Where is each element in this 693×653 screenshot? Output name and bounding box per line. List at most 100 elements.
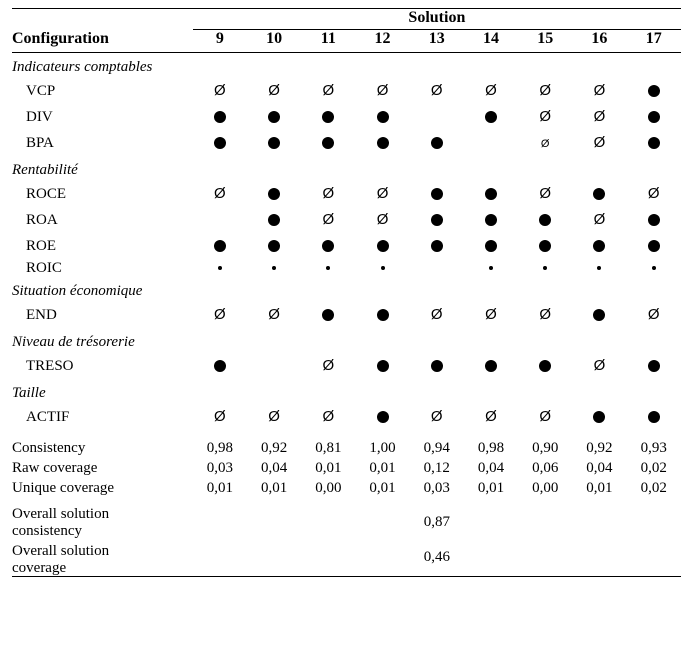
stat-value: 0,81 — [301, 430, 355, 458]
symbol-cell: Ø — [518, 181, 572, 207]
stat-value: 0,03 — [193, 458, 247, 478]
symbol-cell: Ø — [572, 104, 626, 130]
row-label: END — [12, 302, 193, 328]
stat-value: 0,98 — [193, 430, 247, 458]
symbol-cell: Ø — [410, 302, 464, 328]
symbol-cell — [410, 233, 464, 259]
row-label: BPA — [12, 130, 193, 156]
row-label: ROE — [12, 233, 193, 259]
overall-value: 0,87 — [193, 498, 681, 539]
header-solution-16: 16 — [572, 30, 626, 53]
row-label: TRESO — [12, 353, 193, 379]
symbol-cell — [193, 104, 247, 130]
symbol-cell — [464, 130, 518, 156]
overall-value: 0,46 — [193, 539, 681, 577]
row-label: VCP — [12, 78, 193, 104]
symbol-cell: Ø — [627, 181, 681, 207]
row-label: DIV — [12, 104, 193, 130]
symbol-cell — [572, 302, 626, 328]
symbol-cell: Ø — [410, 78, 464, 104]
symbol-cell — [627, 259, 681, 277]
stat-value: 0,00 — [301, 478, 355, 498]
symbol-cell — [410, 130, 464, 156]
header-solution-12: 12 — [355, 30, 409, 53]
stat-value: 1,00 — [355, 430, 409, 458]
stat-value: 0,04 — [572, 458, 626, 478]
stat-value: 0,04 — [464, 458, 518, 478]
symbol-cell — [301, 130, 355, 156]
symbol-cell: Ø — [193, 181, 247, 207]
symbol-cell — [247, 181, 301, 207]
stat-label: Unique coverage — [12, 478, 193, 498]
symbol-cell — [193, 259, 247, 277]
symbol-cell — [627, 207, 681, 233]
symbol-cell — [355, 353, 409, 379]
symbol-cell — [193, 207, 247, 233]
header-solution-9: 9 — [193, 30, 247, 53]
stat-value: 0,01 — [247, 478, 301, 498]
symbol-cell — [410, 353, 464, 379]
symbol-cell — [355, 130, 409, 156]
symbol-cell — [301, 104, 355, 130]
row-label: ROCE — [12, 181, 193, 207]
symbol-cell — [627, 78, 681, 104]
stat-value: 0,01 — [355, 478, 409, 498]
symbol-cell: Ø — [572, 78, 626, 104]
stat-value: 0,04 — [247, 458, 301, 478]
symbol-cell — [193, 353, 247, 379]
section-title: Taille — [12, 379, 681, 404]
symbol-cell: Ø — [464, 302, 518, 328]
symbol-cell: Ø — [572, 130, 626, 156]
symbol-cell — [518, 353, 572, 379]
symbol-cell: Ø — [518, 78, 572, 104]
symbol-cell — [572, 259, 626, 277]
symbol-cell — [464, 181, 518, 207]
symbol-cell — [627, 104, 681, 130]
symbol-cell — [627, 233, 681, 259]
symbol-cell: Ø — [518, 404, 572, 430]
symbol-cell — [627, 130, 681, 156]
symbol-cell — [464, 104, 518, 130]
stat-value: 0,94 — [410, 430, 464, 458]
symbol-cell — [410, 181, 464, 207]
section-title: Situation économique — [12, 277, 681, 302]
overall-label: Overall solutionconsistency — [12, 498, 193, 539]
stat-value: 0,01 — [301, 458, 355, 478]
symbol-cell — [247, 353, 301, 379]
symbol-cell — [301, 302, 355, 328]
symbol-cell: Ø — [518, 302, 572, 328]
symbol-cell: Ø — [301, 207, 355, 233]
symbol-cell: Ø — [355, 78, 409, 104]
symbol-cell — [301, 233, 355, 259]
symbol-cell — [355, 233, 409, 259]
stat-label: Raw coverage — [12, 458, 193, 478]
row-label: ROA — [12, 207, 193, 233]
stat-value: 0,92 — [247, 430, 301, 458]
symbol-cell — [518, 207, 572, 233]
header-spanner: Solution — [193, 9, 681, 30]
symbol-cell: Ø — [518, 130, 572, 156]
symbol-cell: Ø — [301, 404, 355, 430]
section-title: Rentabilité — [12, 156, 681, 181]
stat-value: 0,01 — [572, 478, 626, 498]
symbol-cell — [627, 404, 681, 430]
symbol-cell: Ø — [247, 404, 301, 430]
symbol-cell — [301, 259, 355, 277]
symbol-cell — [464, 259, 518, 277]
symbol-cell — [355, 404, 409, 430]
symbol-cell — [518, 259, 572, 277]
symbol-cell — [410, 259, 464, 277]
symbol-cell: Ø — [627, 302, 681, 328]
stat-value: 0,12 — [410, 458, 464, 478]
stat-value: 0,90 — [518, 430, 572, 458]
symbol-cell — [572, 181, 626, 207]
symbol-cell — [193, 130, 247, 156]
symbol-cell: Ø — [301, 181, 355, 207]
symbol-cell — [247, 207, 301, 233]
header-solution-11: 11 — [301, 30, 355, 53]
symbol-cell: Ø — [301, 78, 355, 104]
header-configuration: Configuration — [12, 30, 193, 53]
row-label: ACTIF — [12, 404, 193, 430]
header-solution-14: 14 — [464, 30, 518, 53]
configuration-table: SolutionConfiguration91011121314151617In… — [12, 8, 681, 577]
